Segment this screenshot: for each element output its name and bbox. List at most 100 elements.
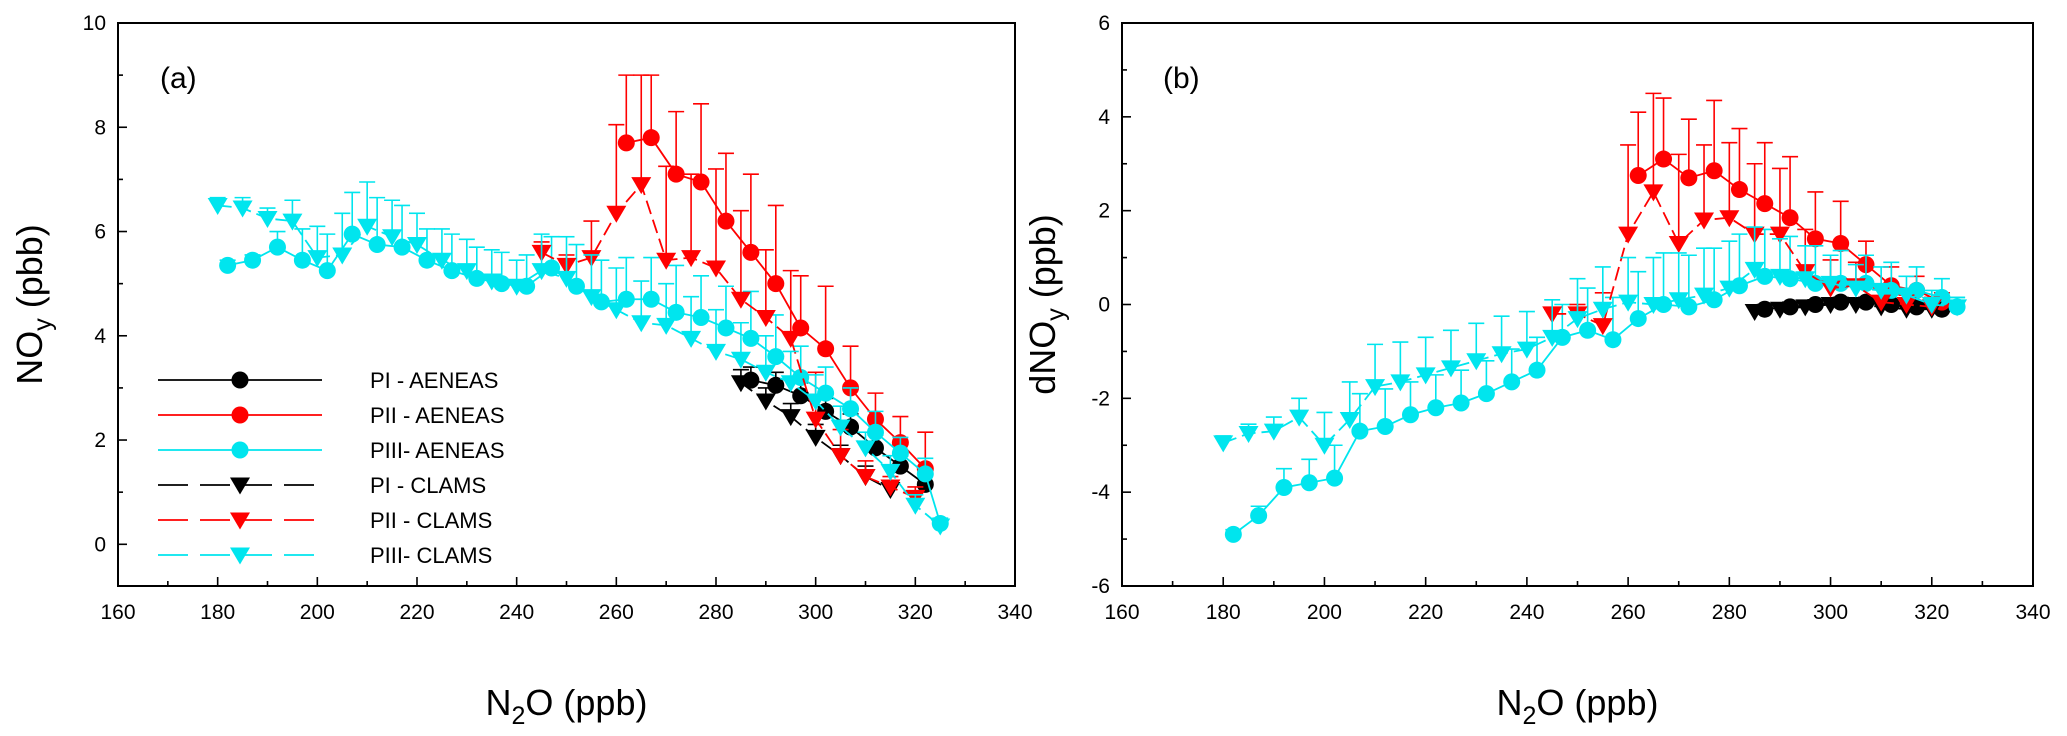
legend-marker [231, 371, 249, 389]
data-point [1618, 294, 1639, 312]
data-point [1250, 507, 1268, 525]
data-point [1604, 331, 1622, 349]
data-point [393, 238, 411, 256]
data-point [1756, 267, 1774, 285]
data-point [755, 310, 776, 328]
data-point [656, 317, 677, 335]
data-point [1503, 373, 1521, 391]
data-point [1756, 195, 1774, 213]
data-point [805, 411, 826, 429]
data-point [692, 309, 710, 327]
legend-entry: PIII- AENEAS [158, 438, 505, 463]
x-tick-label: 260 [1611, 601, 1646, 624]
legend-label: PIII- AENEAS [370, 438, 505, 463]
data-point [1795, 299, 1816, 317]
data-point [1452, 394, 1470, 412]
series [207, 181, 951, 536]
data-point [407, 237, 427, 255]
data-point [293, 251, 311, 269]
data-point [307, 250, 328, 268]
data-point [1579, 321, 1597, 339]
data-point [1795, 271, 1816, 289]
chart-panel-a: 160 180 200 220 240 260 280 300 320 340 0 2 4 6 8 10 N2O… [9, 12, 1033, 730]
data-point [631, 315, 652, 333]
x-tick-label: 180 [1206, 601, 1241, 624]
data-point [1744, 261, 1765, 279]
data-point [880, 479, 901, 497]
x-tick-label: 220 [1408, 601, 1443, 624]
data-point [642, 129, 660, 147]
y-tick-label: 6 [94, 221, 106, 244]
data-point [1351, 422, 1369, 440]
data-point [431, 252, 452, 270]
series [531, 74, 926, 507]
data-point [1528, 361, 1546, 379]
series [1213, 226, 1968, 455]
data-point [1871, 282, 1892, 300]
x-tick-label: 340 [997, 601, 1032, 624]
data-point [1365, 379, 1386, 397]
data-point [1871, 294, 1892, 312]
data-point [1263, 423, 1284, 441]
data-point [481, 273, 502, 291]
x-tick-label: 160 [100, 601, 135, 624]
data-point [1326, 469, 1344, 487]
x-tick-label: 280 [1712, 601, 1747, 624]
y-tick-label: -4 [1091, 481, 1110, 504]
legend: PI - AENEAS PII - AENEAS PIII- AENEAS PI - … [158, 368, 505, 568]
data-point [1224, 525, 1242, 543]
data-point [1832, 235, 1850, 253]
legend-label: PIII- CLAMS [370, 543, 492, 568]
data-point [1390, 374, 1411, 392]
data-point [855, 469, 876, 487]
data-point [1845, 280, 1866, 298]
data-point [631, 177, 652, 195]
data-point [830, 419, 851, 437]
data-point [1542, 329, 1563, 347]
x-tick-label: 160 [1104, 601, 1139, 624]
x-axis-title: N2O (ppb) [486, 682, 648, 730]
data-point [1719, 280, 1740, 298]
data-point [318, 262, 336, 280]
y-axis-title: dNOy (ppb) [1022, 214, 1070, 395]
data-point [742, 329, 760, 347]
plot-frame [117, 22, 1016, 587]
legend-entry: PI - CLAMS [158, 473, 486, 498]
panel-label: (a) [160, 62, 197, 95]
data-point [681, 330, 702, 348]
data-point [556, 270, 577, 288]
data-point [1806, 230, 1824, 248]
data-point [332, 247, 353, 265]
data-point [730, 351, 751, 369]
data-point [866, 423, 884, 441]
data-point [606, 302, 627, 320]
x-axis-title: N2O (ppb) [1497, 682, 1659, 730]
data-point [1921, 297, 1942, 314]
data-point [1744, 304, 1765, 322]
y-axis-title: NOy (pbb) [9, 224, 57, 385]
data-point [343, 225, 361, 243]
data-point [667, 165, 685, 183]
data-point [1643, 297, 1664, 314]
data-point [1618, 226, 1639, 244]
series-line [1552, 190, 1932, 327]
data-point [1781, 209, 1799, 227]
data-point [506, 278, 527, 296]
legend-entry: PII - CLAMS [158, 508, 492, 533]
data-point [382, 229, 403, 247]
data-point [1668, 292, 1689, 310]
data-point [1705, 291, 1723, 309]
y-tick-label: 0 [94, 533, 106, 556]
data-point [767, 376, 785, 394]
data-point [232, 200, 253, 218]
x-tick-label: 180 [200, 601, 235, 624]
data-point [1238, 426, 1259, 444]
legend-marker [230, 477, 250, 495]
data-point [456, 263, 477, 281]
x-tick-label: 340 [2015, 601, 2050, 624]
x-tick-label: 240 [1509, 601, 1544, 624]
y-tick-label: 6 [1098, 12, 1110, 35]
data-point [1376, 417, 1394, 435]
series-line [1232, 275, 1958, 536]
data-point [1769, 268, 1790, 286]
